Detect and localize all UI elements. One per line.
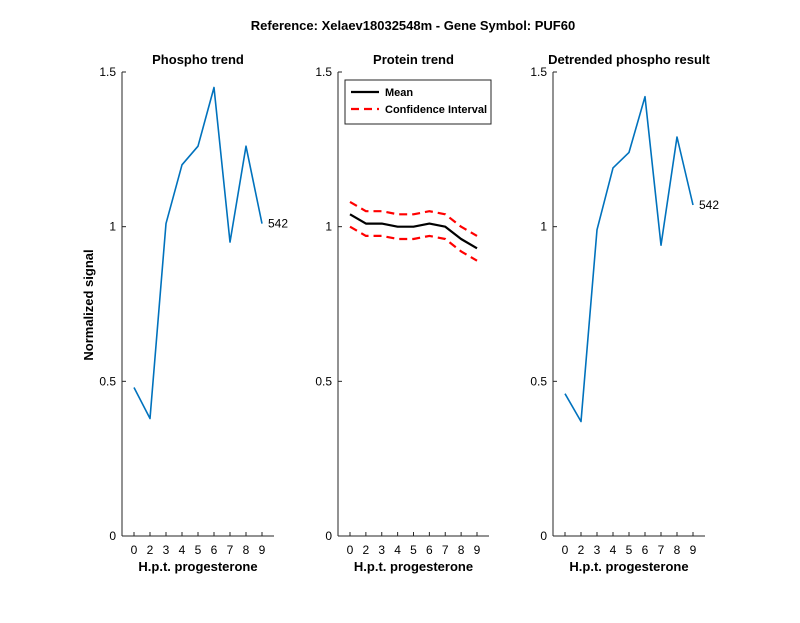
y-tick-label: 1.5 [99,65,116,79]
point-annotation: 542 [699,198,719,212]
x-tick-label: 4 [394,543,401,557]
y-tick-label: 1 [540,220,547,234]
legend-box [344,79,492,125]
series-line-1 [564,95,694,423]
y-tick-label: 0.5 [99,374,116,388]
y-tick-label: 0.5 [530,374,547,388]
panel-title: Protein trend [373,52,454,67]
x-tick-label: 3 [594,543,601,557]
x-tick-label: 6 [642,543,649,557]
x-tick-label: 5 [626,543,633,557]
x-tick-label: 0 [562,543,569,557]
x-tick-label: 2 [147,543,154,557]
x-tick-label: 0 [347,543,354,557]
x-tick-label: 2 [363,543,370,557]
y-tick-label: 1.5 [530,65,547,79]
point-annotation: 542 [268,217,288,231]
series-line-1 [349,213,478,250]
x-tick-label: 7 [658,543,665,557]
x-tick-label: 9 [474,543,481,557]
y-tick-label: 1 [109,220,116,234]
x-tick-label: 3 [378,543,385,557]
x-axis-label: H.p.t. progesterone [138,559,257,574]
y-tick-label: 0 [325,529,332,543]
y-tick-label: 0.5 [315,374,332,388]
x-tick-label: 8 [458,543,465,557]
x-axis-label: H.p.t. progesterone [354,559,473,574]
x-tick-label: 6 [211,543,218,557]
panel-title: Detrended phospho result [548,52,710,67]
x-tick-label: 5 [410,543,417,557]
x-tick-label: 7 [227,543,234,557]
shared-y-axis-label: Normalized signal [81,249,96,360]
x-tick-label: 5 [195,543,202,557]
y-tick-label: 1.5 [315,65,332,79]
x-tick-label: 2 [578,543,585,557]
legend: Mean Confidence Interval [344,79,492,125]
x-tick-label: 4 [179,543,186,557]
x-tick-label: 7 [442,543,449,557]
x-tick-label: 4 [610,543,617,557]
x-tick-label: 8 [243,543,250,557]
series-line-3 [349,225,478,262]
x-axis-label: H.p.t. progesterone [569,559,688,574]
x-tick-label: 3 [163,543,170,557]
legend-label: Mean [385,87,413,99]
x-tick-label: 0 [131,543,138,557]
series-line-2 [349,200,478,237]
x-tick-label: 6 [426,543,433,557]
y-tick-label: 0 [540,529,547,543]
x-tick-label: 8 [674,543,681,557]
y-tick-label: 0 [109,529,116,543]
x-tick-label: 9 [690,543,697,557]
y-tick-label: 1 [325,220,332,234]
figure-title: Reference: Xelaev18032548m - Gene Symbol… [251,18,575,33]
panel-title: Phospho trend [152,52,244,67]
legend-label: Confidence Interval [385,104,487,116]
x-tick-label: 9 [259,543,266,557]
series-line-1 [133,86,263,420]
